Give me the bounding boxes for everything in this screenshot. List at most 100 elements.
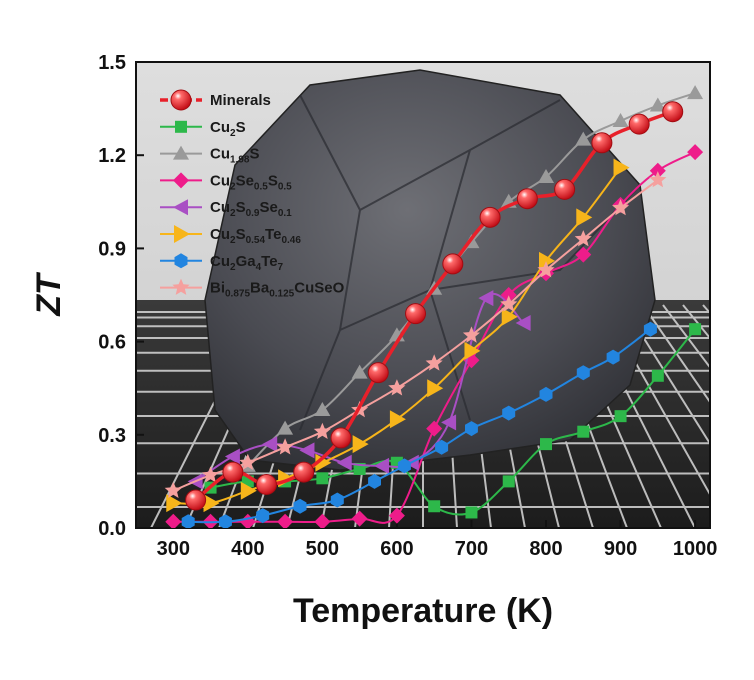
legend-label-part: Se [236, 172, 254, 189]
series-3-point [388, 507, 405, 524]
series-3-point [165, 513, 182, 528]
series-5-point [203, 494, 220, 513]
legend-label-part: Te [261, 253, 277, 270]
series-5-point [240, 481, 257, 500]
legend-label: Minerals [210, 92, 271, 109]
series-5 [166, 158, 630, 513]
y-tick-label: 0.3 [98, 425, 126, 447]
series-6-point [256, 508, 270, 524]
x-tick-label: 500 [306, 538, 339, 560]
series-3-point [202, 513, 219, 528]
series-0-point [479, 206, 501, 228]
y-tick-label: 0.6 [98, 332, 126, 354]
series-0-point [255, 474, 277, 496]
legend-label: Bi0.875Ba0.125CuSeO [210, 280, 345, 300]
series-1-point [540, 438, 552, 451]
series-5-point [576, 208, 593, 227]
legend-marker [174, 225, 190, 243]
series-0-point [293, 461, 315, 483]
series-7-point [649, 171, 667, 188]
x-tick-label: 1000 [673, 538, 718, 560]
series-2-point [649, 97, 666, 112]
series-4-point [262, 436, 278, 453]
legend-label-part: Cu [210, 119, 230, 136]
legend-label-part: 2 [230, 208, 236, 219]
series-7-point [313, 422, 331, 439]
legend-marker [173, 172, 189, 189]
series-3-point [687, 144, 704, 161]
series-3-point [351, 510, 368, 527]
series-3-point [649, 162, 666, 179]
legend-label-part: Cu [210, 199, 230, 216]
series-4-point [515, 314, 531, 331]
legend-entry: Cu2Ga4Te7 [160, 253, 284, 273]
legend-label-part: 0.46 [281, 235, 301, 246]
legend-label-part: 0.54 [246, 235, 266, 246]
series-3-point [426, 420, 443, 437]
series-7-point [574, 230, 592, 247]
legend-label-part: Cu [210, 172, 230, 189]
legend-label-part: Ba [250, 280, 270, 297]
series-6-point [643, 321, 657, 337]
series-0 [185, 101, 684, 511]
series-0-point [185, 489, 207, 511]
legend-label-part: 0.875 [225, 289, 250, 300]
x-axis-title: Temperature (K) [293, 592, 553, 630]
series-7-point [537, 261, 555, 278]
series-3-point [575, 246, 592, 263]
legend-label-part: 0.1 [278, 208, 292, 219]
series-5-point [464, 341, 481, 360]
legend-marker [170, 89, 192, 111]
legend-label-part: Ga [236, 253, 257, 270]
x-tick-label: 300 [157, 538, 190, 560]
legend-label-part: 0.125 [269, 289, 294, 300]
x-tick-label: 900 [604, 538, 637, 560]
legend-label-part: 4 [256, 262, 262, 273]
series-7 [164, 171, 667, 498]
legend-label: Cu2S0.9Se0.1 [210, 199, 292, 219]
series-2-point [538, 168, 554, 183]
y-tick-label: 1.2 [98, 145, 126, 167]
series-6 [181, 321, 657, 528]
legend-label-part: S [268, 172, 278, 189]
legend-entry: Minerals [160, 89, 271, 111]
y-tick-label: 0.9 [98, 238, 126, 260]
legend-label-part: Cu [210, 253, 230, 270]
series-0-point [516, 188, 538, 210]
series-4-point [299, 442, 315, 459]
legend-marker [173, 145, 189, 160]
series-2-point [575, 131, 592, 146]
legend-label-part: S [249, 146, 259, 163]
y-tick-label: 1.5 [98, 52, 126, 74]
series-5-point [166, 494, 183, 513]
series-3-point [239, 513, 256, 528]
legend-label-part: 2 [230, 128, 236, 139]
series-1-point [465, 506, 478, 519]
legend-label-part: Cu [210, 226, 230, 243]
series-4-point [224, 448, 240, 465]
series-7-point [500, 295, 518, 312]
series-1-point [428, 500, 441, 513]
legend-label: Cu2Se0.5S0.5 [210, 172, 292, 192]
plot-frame [135, 61, 711, 529]
legend-label-part: Minerals [210, 92, 271, 109]
series-0-point [330, 427, 352, 449]
legend-marker [173, 199, 188, 216]
series-0-point [662, 101, 684, 123]
legend-label-part: 0.9 [246, 208, 260, 219]
series-7-point [612, 199, 630, 216]
legend-label-part: Te [265, 226, 281, 243]
x-tick-label: 800 [529, 538, 562, 560]
legend-marker [172, 278, 190, 295]
series-4-point [336, 454, 352, 471]
series-6-point [606, 349, 620, 365]
series-0-point [367, 362, 389, 384]
series-2-point [687, 85, 704, 100]
legend-entry: Cu2S [160, 119, 246, 139]
series-0-point [591, 132, 613, 154]
legend-label-part: Cu [210, 146, 230, 163]
legend-entry: Cu2S0.54Te0.46 [160, 225, 301, 246]
series-2-point [277, 420, 294, 435]
series-4 [187, 290, 531, 490]
